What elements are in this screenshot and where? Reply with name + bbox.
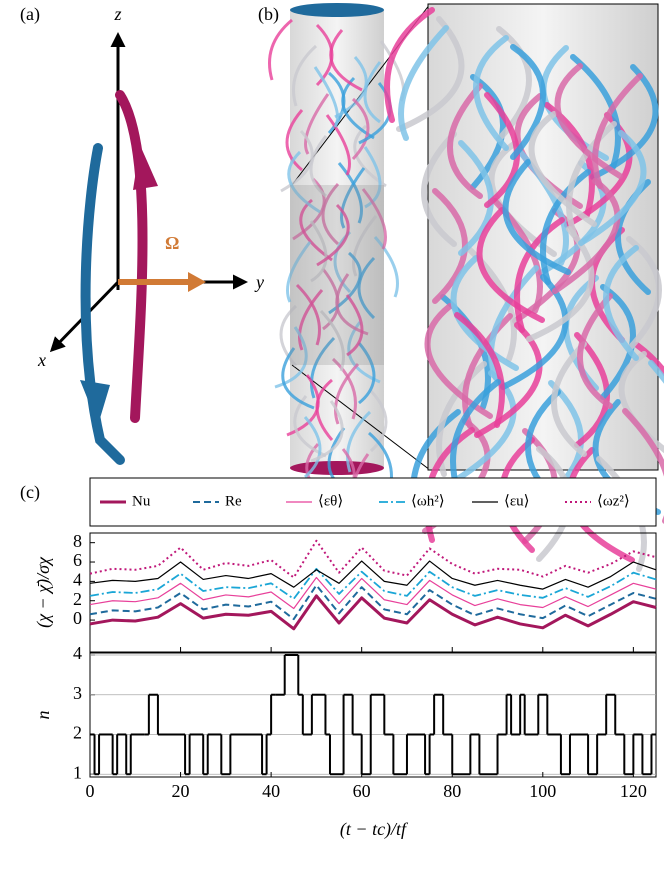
y-tick-label: 1 [73,762,82,782]
y-tick-label: 0 [73,608,82,628]
panel-label: (a) [20,4,40,25]
flow-arrow-up [120,95,143,418]
y-tick-label: 6 [73,550,82,570]
axis-name: x [37,350,46,370]
flow-arrow-down [86,148,120,460]
y-tick-label: 2 [73,723,82,743]
x-tick-label: 20 [172,781,190,801]
legend-label: Nu [132,493,151,509]
x-tick-label: 100 [529,781,556,801]
legend-label: ⟨εu⟩ [504,493,530,509]
x-tick-label: 40 [262,781,280,801]
series-line [90,569,656,599]
axis-name: Ω [165,233,179,253]
y-axis-label: (χ − χ̄)/σχ [33,556,54,628]
y-tick-label: 4 [73,643,82,663]
legend-label: Re [225,493,242,509]
zoom-region [290,185,384,365]
legend-label: ⟨εθ⟩ [318,493,343,509]
panel-a: (a) z y x Ω [20,4,264,460]
x-tick-label: 80 [443,781,461,801]
x-tick-label: 0 [86,781,95,801]
panel-label: (b) [258,4,279,25]
streamline [387,10,432,120]
series-line [90,578,656,609]
y-tick-label: 4 [73,569,82,589]
x-axis-label: (t − tc)/tf [340,819,409,840]
x-tick-label: 120 [620,781,647,801]
top-plate [290,3,384,17]
bottom-plate [290,461,384,475]
series-line [90,596,656,629]
axis-name: z [113,4,121,24]
y-tick-label: 8 [73,531,82,551]
streamline [270,20,293,80]
axis-name: y [254,272,264,292]
legend-label: ⟨ωz²⟩ [597,493,630,509]
plot-frame [90,653,656,777]
series-line [90,561,656,589]
y-axis-label: n [33,711,53,720]
panel-label: (c) [20,482,40,503]
x-tick-label: 60 [353,781,371,801]
y-tick-label: 2 [73,589,82,609]
legend-label: ⟨ωh²⟩ [411,493,445,509]
y-tick-label: 3 [73,683,82,703]
arrowhead [188,272,206,292]
